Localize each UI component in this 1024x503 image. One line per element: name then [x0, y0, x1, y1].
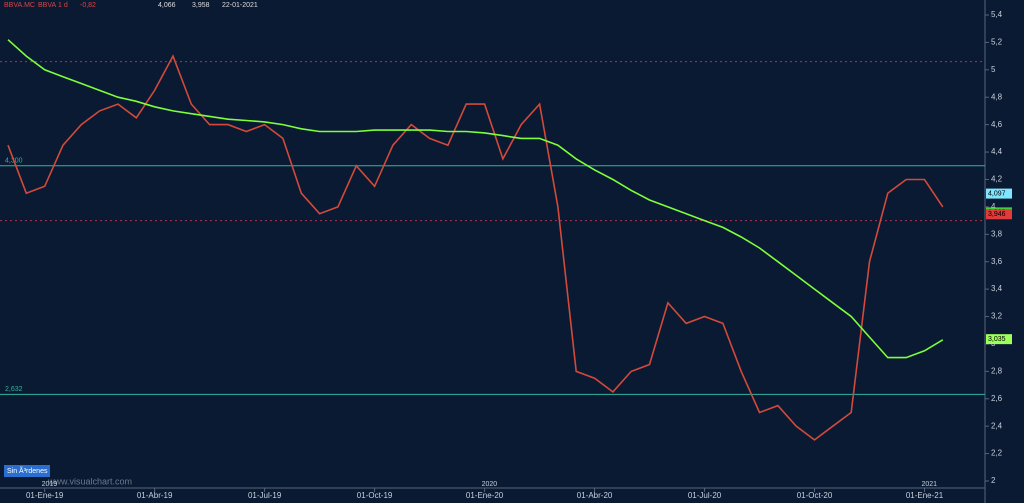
x-tick-label: 01-Ene-19 [26, 491, 64, 500]
price-tag [986, 209, 1012, 220]
price-tag [986, 188, 1012, 199]
last: 4,066 [158, 2, 176, 9]
y-tick-label: 2,4 [991, 421, 1003, 430]
price-tag-label: 4,097 [988, 190, 1006, 197]
name: BBVA [38, 2, 56, 9]
y-tick-label: 2 [991, 476, 996, 485]
date: 22-01-2021 [222, 2, 258, 9]
y-tick-label: 5,4 [991, 10, 1003, 19]
change: -0,82 [80, 2, 96, 9]
x-tick-label: 01-Jul-20 [688, 491, 722, 500]
price-tag [986, 334, 1012, 345]
watermark: www.visualchart.com [47, 476, 132, 486]
y-tick-label: 2,2 [991, 449, 1003, 458]
low: 3,958 [192, 2, 210, 9]
y-tick-label: 4 [991, 202, 996, 211]
y-tick-label: 4,8 [991, 92, 1003, 101]
y-tick-label: 4,2 [991, 175, 1003, 184]
year-label: 2020 [482, 481, 498, 488]
y-tick-label: 3,8 [991, 229, 1003, 238]
period: 1 d [58, 2, 68, 9]
price-tag-label: 3,946 [988, 211, 1006, 218]
year-label: 2021 [922, 481, 938, 488]
price-tag-label: 3,035 [988, 336, 1006, 343]
y-tick-label: 2,8 [991, 366, 1003, 375]
x-tick-label: 01-Jul-19 [248, 491, 282, 500]
x-tick-label: 01-Oct-20 [797, 491, 833, 500]
year-label: 2019 [42, 481, 58, 488]
y-tick-label: 5,2 [991, 38, 1003, 47]
x-tick-label: 01-Abr-19 [137, 491, 173, 500]
y-tick-label: 2,6 [991, 394, 1003, 403]
level-label: 2,632 [5, 386, 23, 393]
x-tick-label: 01-Abr-20 [577, 491, 613, 500]
y-tick-label: 3,2 [991, 312, 1003, 321]
orders-button[interactable] [4, 465, 50, 477]
y-tick-label: 3,6 [991, 257, 1003, 266]
y-tick-label: 4,6 [991, 120, 1003, 129]
y-tick-label: 5 [991, 65, 996, 74]
y-tick-label: 3,4 [991, 284, 1003, 293]
orders-button-label[interactable]: Sin Ã³rdenes [7, 466, 48, 475]
y-tick-label: 4,4 [991, 147, 1003, 156]
series-line [7, 54, 944, 441]
x-tick-label: 01-Ene-21 [906, 491, 944, 500]
x-tick-label: 01-Ene-20 [466, 491, 504, 500]
x-tick-label: 01-Oct-19 [357, 491, 393, 500]
symbol: BBVA.MC [4, 2, 35, 9]
series-line [7, 39, 944, 359]
